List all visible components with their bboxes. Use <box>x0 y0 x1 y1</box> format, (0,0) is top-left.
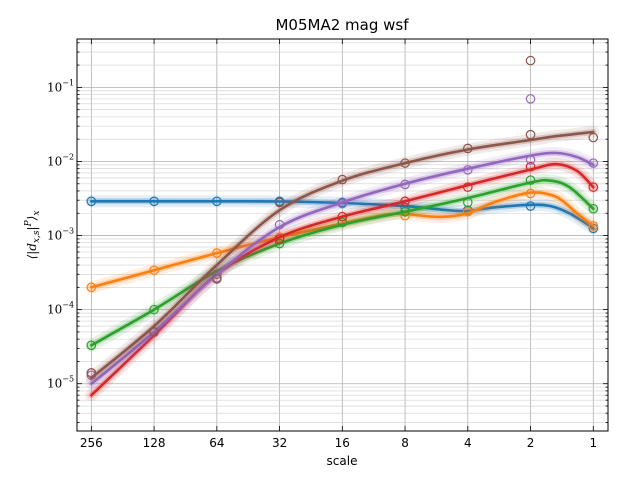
data-point <box>588 132 599 143</box>
data-point <box>525 129 536 140</box>
data-point <box>274 219 285 230</box>
y-axis-label-sub2: x <box>32 211 42 216</box>
data-point <box>212 196 222 207</box>
data-point <box>588 203 599 214</box>
data-point <box>86 340 97 351</box>
y-tick-label: 10−5 <box>47 375 74 391</box>
data-point <box>400 196 410 207</box>
y-axis-label-sub: x,s <box>32 230 42 243</box>
data-point <box>525 94 536 104</box>
data-point <box>212 274 222 284</box>
data-point <box>274 234 285 244</box>
y-axis-label-bar: | <box>25 226 39 230</box>
data-point <box>525 155 536 165</box>
data-point <box>149 196 159 207</box>
x-axis-label: scale <box>327 454 358 468</box>
data-point <box>588 158 599 168</box>
data-point <box>149 327 159 337</box>
data-point <box>212 269 222 280</box>
data-point <box>463 206 473 217</box>
data-point <box>463 143 473 154</box>
x-tick-label: 4 <box>464 436 472 450</box>
y-axis: 10−5 10−4 10−3 10−2 10−1 <box>47 42 608 423</box>
data-point <box>463 197 473 208</box>
series-line <box>90 199 595 230</box>
y-axis-label-close: ⟩ <box>25 216 39 222</box>
data-point <box>588 221 599 231</box>
chart-title: M05MA2 mag wsf <box>275 16 409 34</box>
series-layer <box>85 55 600 402</box>
data-point <box>400 158 410 168</box>
data-point <box>274 197 285 208</box>
x-tick-label: 256 <box>80 436 103 450</box>
data-point <box>337 217 348 228</box>
series-1 <box>85 186 600 294</box>
data-point <box>274 238 285 249</box>
grid <box>77 39 608 431</box>
data-point <box>149 304 159 315</box>
x-tick-label: 1 <box>589 436 597 450</box>
data-point <box>337 174 348 185</box>
data-point <box>525 175 536 185</box>
data-point <box>337 198 348 209</box>
series-line <box>90 178 595 347</box>
data-point <box>149 265 159 276</box>
y-tick-label: 10−4 <box>47 301 74 317</box>
y-tick-label: 10−2 <box>47 152 74 168</box>
data-point <box>525 201 536 211</box>
series-line <box>90 191 595 289</box>
data-point <box>400 206 410 217</box>
x-axis: 256 128 64 32 16 8 4 2 1 <box>80 39 597 450</box>
data-point <box>86 196 97 207</box>
x-tick-label: 32 <box>272 436 287 450</box>
data-point <box>86 368 97 378</box>
data-point <box>525 55 536 66</box>
data-point <box>463 165 473 175</box>
series-line <box>90 151 595 385</box>
data-point <box>337 211 348 222</box>
y-axis-label-open: ⟨|d <box>25 243 39 260</box>
y-axis-label-sup: P <box>24 219 34 227</box>
y-axis-label: ⟨|dx,s|P⟩x <box>24 211 42 260</box>
x-tick-label: 8 <box>401 436 409 450</box>
data-point <box>525 161 536 172</box>
y-tick-label: 10−3 <box>47 227 74 243</box>
x-tick-label: 128 <box>143 436 166 450</box>
data-point <box>463 182 473 192</box>
data-point <box>212 248 222 258</box>
x-tick-label: 2 <box>527 436 535 450</box>
series-4 <box>85 94 600 390</box>
x-tick-label: 16 <box>335 436 350 450</box>
data-point <box>86 282 97 293</box>
data-point <box>400 179 410 190</box>
series-2 <box>85 174 600 352</box>
data-point <box>525 188 536 199</box>
data-point <box>588 182 599 192</box>
series-5 <box>85 55 600 384</box>
series-line <box>90 130 595 380</box>
y-tick-label: 10−1 <box>47 78 74 94</box>
series-0 <box>85 195 600 235</box>
data-point <box>588 223 599 234</box>
x-tick-label: 64 <box>209 436 224 450</box>
